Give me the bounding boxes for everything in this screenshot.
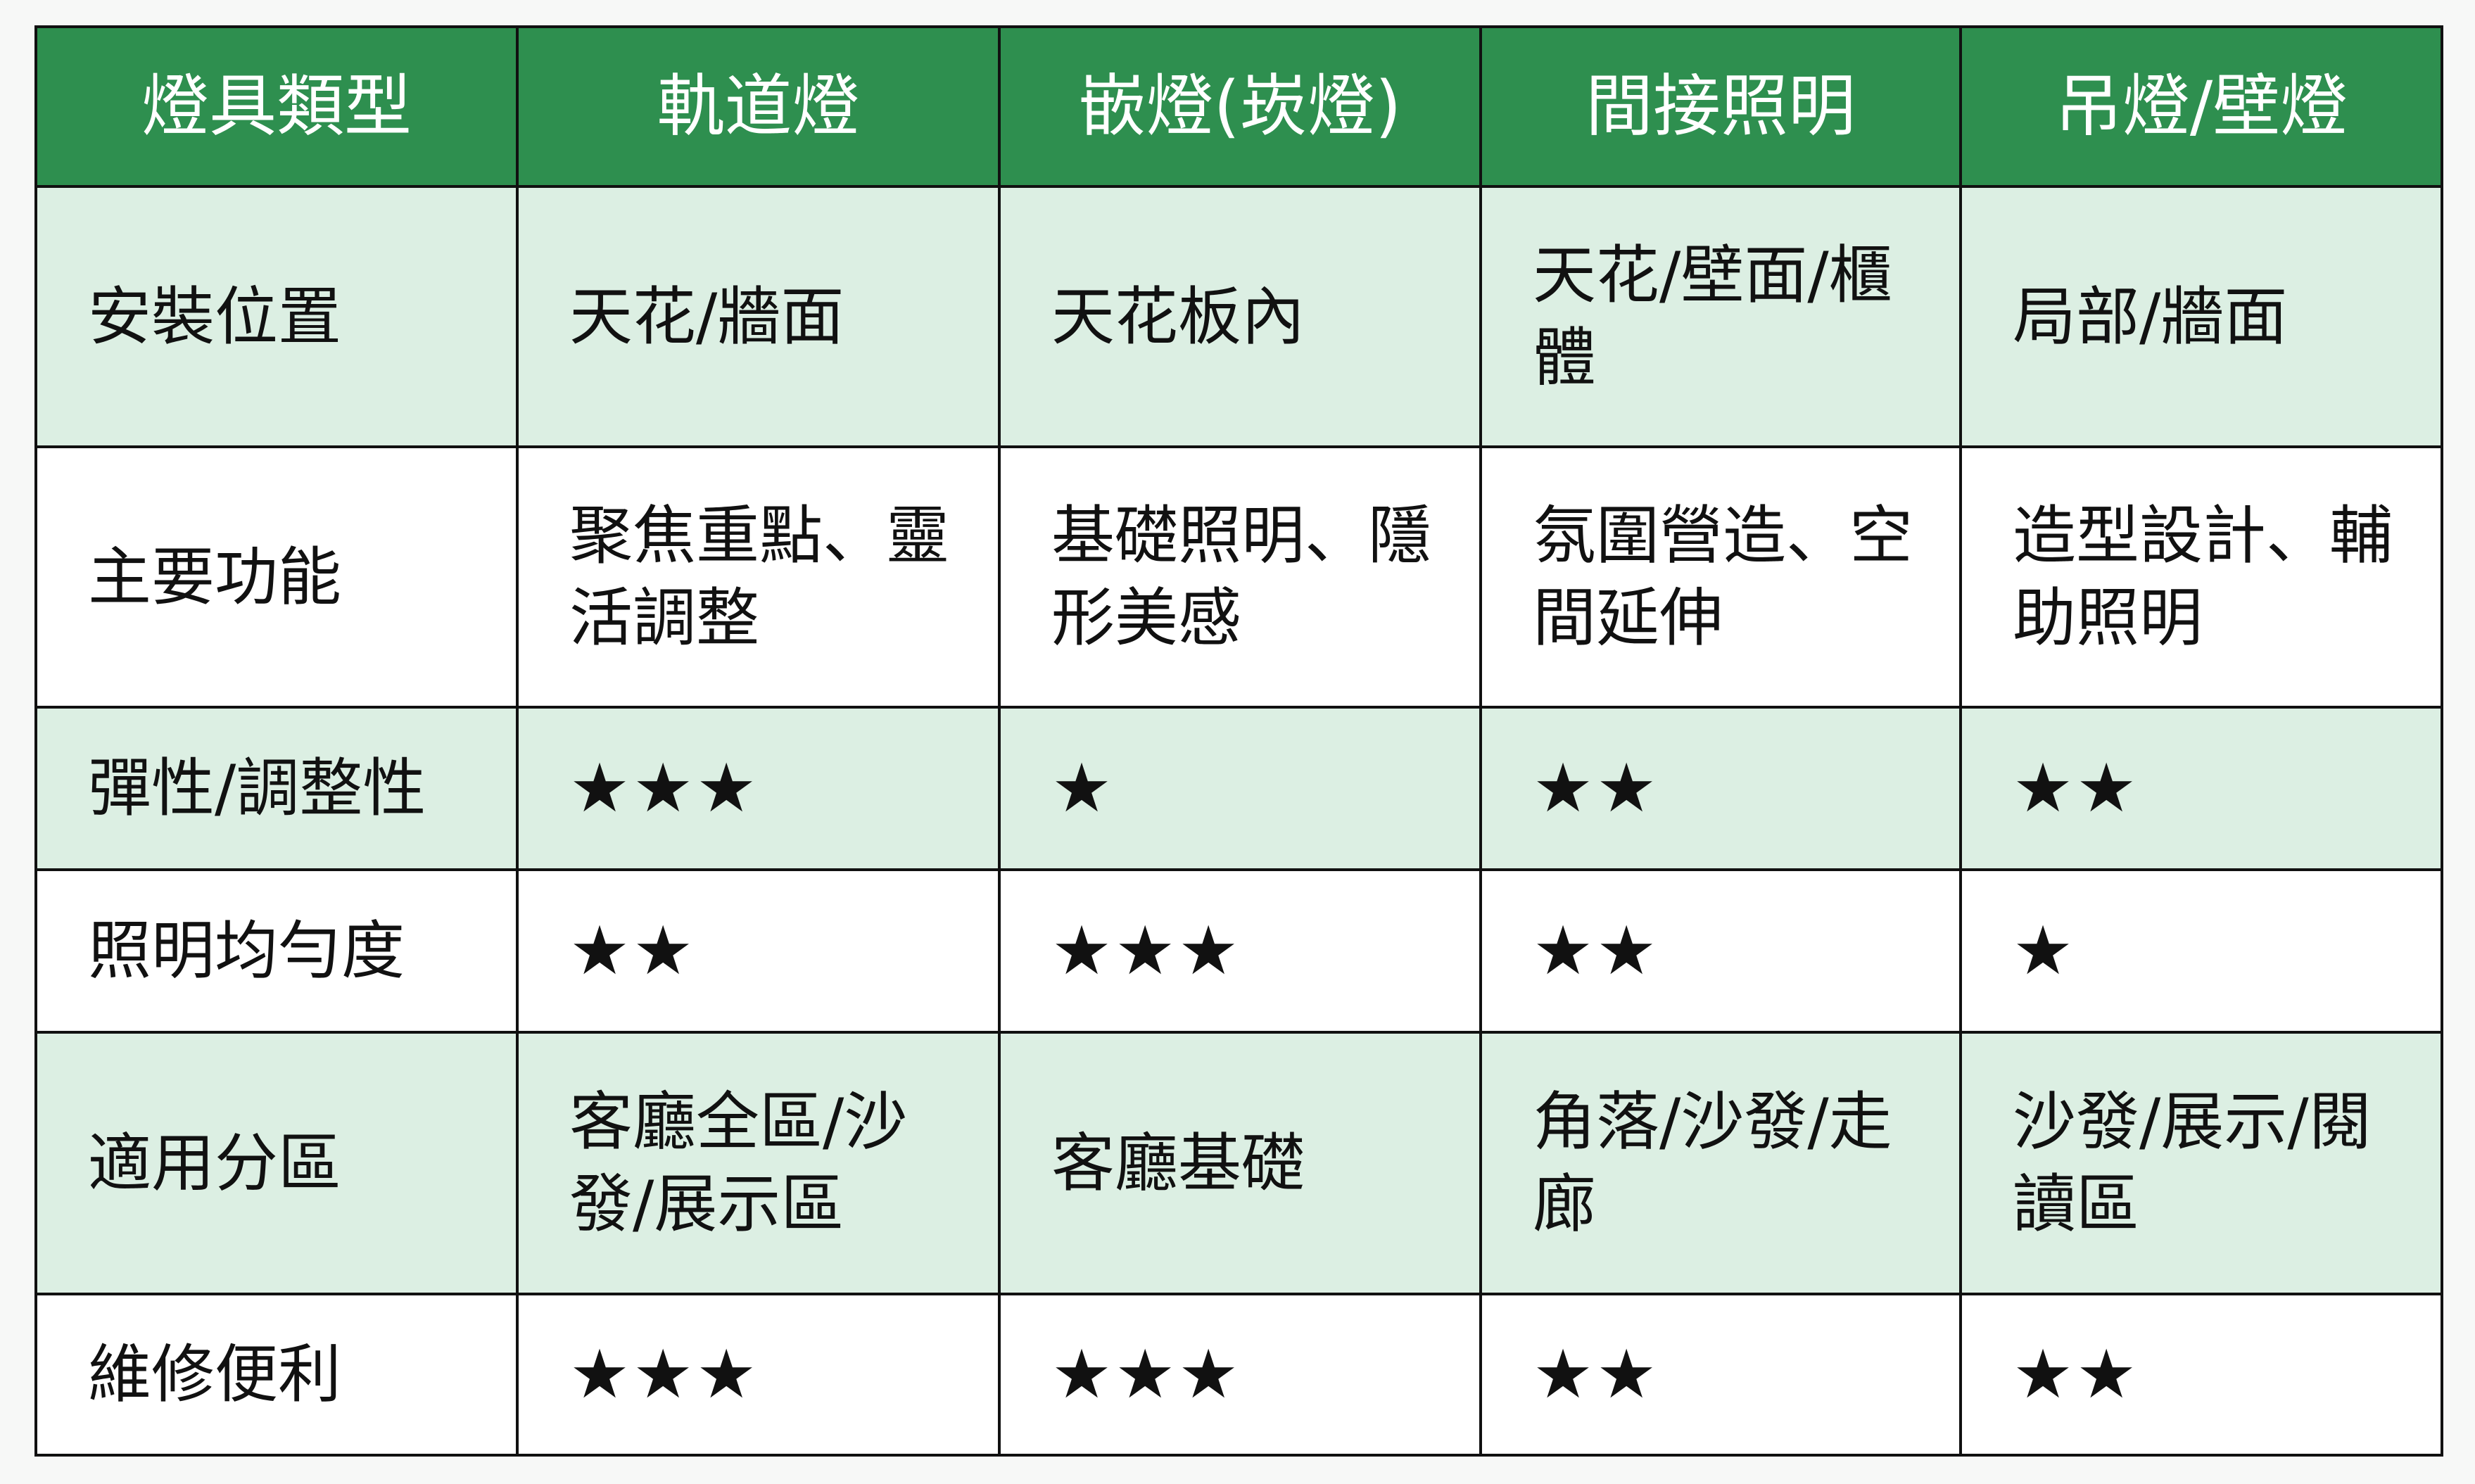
star-rating: ★★★ [516,706,1001,871]
table-row: 照明均勻度 ★★ ★★★ ★★ ★ [34,868,2443,1034]
star-rating: ★★ [1479,868,1962,1034]
table-cell: 造型設計、輔助照明 [1959,445,2443,709]
table-cell: 氛圍營造、空間延伸 [1479,445,1962,709]
table-row: 主要功能 聚焦重點、靈活調整 基礎照明、隱形美感 氛圍營造、空間延伸 造型設計、… [34,445,2443,709]
star-rating: ★★ [516,868,1001,1034]
star-rating: ★★ [1959,706,2443,871]
table-cell: 天花/壁面/櫃體 [1479,185,1962,448]
table-cell: 天花/牆面 [516,185,1001,448]
row-label: 彈性/調整性 [34,706,519,871]
star-rating: ★★★ [516,1293,1001,1457]
row-label: 適用分區 [34,1031,519,1295]
table-cell: 局部/牆面 [1959,185,2443,448]
table-cell: 角落/沙發/走廊 [1479,1031,1962,1295]
star-rating: ★★ [1959,1293,2443,1457]
star-rating: ★★★ [998,1293,1482,1457]
table-row: 安裝位置 天花/牆面 天花板內 天花/壁面/櫃體 局部/牆面 [34,185,2443,448]
star-rating: ★★ [1479,706,1962,871]
row-label: 主要功能 [34,445,519,709]
row-label: 照明均勻度 [34,868,519,1034]
header-row: 燈具類型 軌道燈 嵌燈(崁燈) 間接照明 吊燈/壁燈 [34,25,2443,188]
table-row: 彈性/調整性 ★★★ ★ ★★ ★★ [34,706,2443,871]
star-rating: ★ [998,706,1482,871]
star-rating: ★★ [1479,1293,1962,1457]
table-cell: 基礎照明、隱形美感 [998,445,1482,709]
header-cell: 吊燈/壁燈 [1959,25,2443,188]
table-cell: 沙發/展示/閱讀區 [1959,1031,2443,1295]
lighting-comparison-table: 燈具類型 軌道燈 嵌燈(崁燈) 間接照明 吊燈/壁燈 安裝位置 天花/牆面 天花… [34,25,2443,1457]
table-cell: 客廳基礎 [998,1031,1482,1295]
header-cell: 間接照明 [1479,25,1962,188]
table-cell: 客廳全區/沙發/展示區 [516,1031,1001,1295]
table-row: 維修便利 ★★★ ★★★ ★★ ★★ [34,1293,2443,1457]
header-cell: 軌道燈 [516,25,1001,188]
row-label: 維修便利 [34,1293,519,1457]
star-rating: ★ [1959,868,2443,1034]
table-row: 適用分區 客廳全區/沙發/展示區 客廳基礎 角落/沙發/走廊 沙發/展示/閱讀區 [34,1031,2443,1295]
row-label: 安裝位置 [34,185,519,448]
header-cell: 嵌燈(崁燈) [998,25,1482,188]
table-cell: 天花板內 [998,185,1482,448]
header-cell: 燈具類型 [34,25,519,188]
table-cell: 聚焦重點、靈活調整 [516,445,1001,709]
star-rating: ★★★ [998,868,1482,1034]
